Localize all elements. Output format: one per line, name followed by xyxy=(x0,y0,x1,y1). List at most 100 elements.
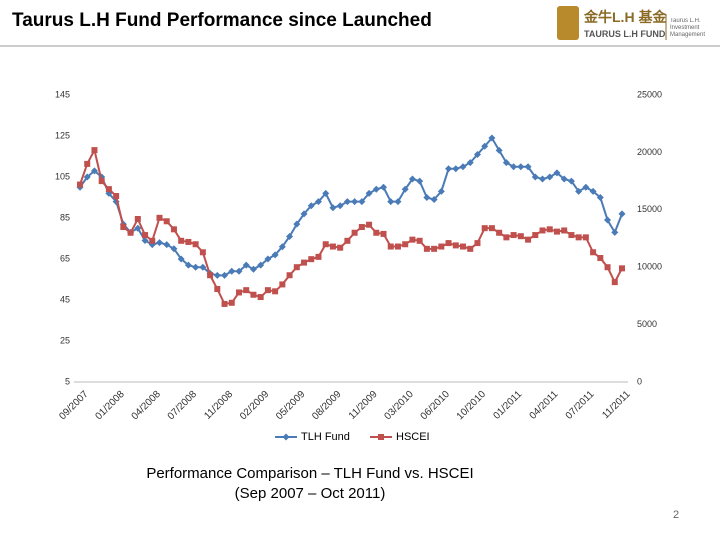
caption-line2: (Sep 2007 – Oct 2011) xyxy=(235,485,386,502)
data-point xyxy=(235,289,242,296)
data-point xyxy=(488,134,496,142)
logo-cn: 金牛L.H 基金 xyxy=(583,9,667,25)
x-tick-label: 02/2009 xyxy=(238,389,272,423)
series-line xyxy=(79,136,623,277)
y2-tick-label: 15000 xyxy=(637,204,662,214)
data-point xyxy=(445,240,452,247)
data-point xyxy=(510,163,518,171)
data-point xyxy=(553,228,560,235)
x-tick-label: 11/2008 xyxy=(202,389,235,422)
data-point xyxy=(120,224,127,231)
x-tick-label: 07/2008 xyxy=(166,389,200,423)
legend-marker xyxy=(378,434,384,440)
data-point xyxy=(437,187,445,195)
legend-label: HSCEI xyxy=(396,431,430,443)
data-point xyxy=(155,239,163,247)
data-point xyxy=(366,221,373,228)
data-point xyxy=(503,234,510,241)
data-point xyxy=(264,255,272,263)
data-point xyxy=(221,271,229,279)
data-point xyxy=(77,181,83,188)
data-point xyxy=(184,261,192,269)
data-point xyxy=(272,288,279,295)
data-point xyxy=(459,163,467,171)
data-point xyxy=(213,271,221,279)
logo-sub: Taurus L.H. Investment Management xyxy=(670,18,706,38)
x-tick-label: 03/2010 xyxy=(383,389,417,423)
data-point xyxy=(365,189,373,197)
data-point xyxy=(98,178,105,185)
data-point xyxy=(380,230,387,237)
x-tick-label: 09/2007 xyxy=(57,389,91,423)
data-point xyxy=(524,163,532,171)
data-point xyxy=(502,159,510,167)
data-point xyxy=(431,245,438,252)
data-point xyxy=(314,198,322,206)
x-tick-label: 04/2011 xyxy=(528,389,561,422)
data-point xyxy=(134,224,142,232)
y-tick-label: 145 xyxy=(55,89,70,99)
data-point xyxy=(228,267,236,275)
data-point xyxy=(423,245,430,252)
data-point xyxy=(416,177,424,185)
data-point xyxy=(401,185,409,193)
data-point xyxy=(597,255,604,262)
y2-tick-label: 5000 xyxy=(637,319,657,329)
data-point xyxy=(286,272,293,279)
series-line xyxy=(79,147,623,306)
data-point xyxy=(409,236,416,243)
logo-en: TAURUS L.H FUND xyxy=(584,29,666,39)
x-tick-label: 11/2011 xyxy=(600,389,633,422)
data-point xyxy=(589,187,597,195)
data-point xyxy=(517,163,525,171)
data-point xyxy=(170,226,177,233)
data-point xyxy=(481,225,488,232)
data-point xyxy=(611,279,618,286)
data-point xyxy=(286,232,294,240)
data-point xyxy=(619,265,625,272)
data-point xyxy=(293,264,300,271)
data-point xyxy=(539,175,547,183)
data-point xyxy=(496,229,503,236)
data-point xyxy=(300,210,308,218)
data-point xyxy=(207,272,214,279)
data-point xyxy=(351,229,358,236)
legend-marker xyxy=(282,433,290,441)
data-point xyxy=(149,237,156,244)
data-point xyxy=(141,237,149,245)
x-tick-label: 07/2011 xyxy=(564,389,597,422)
data-point xyxy=(257,261,265,269)
data-point xyxy=(199,263,207,271)
data-point xyxy=(532,232,539,239)
data-point xyxy=(380,183,388,191)
y2-tick-label: 25000 xyxy=(637,89,662,99)
data-point xyxy=(192,241,199,248)
data-point xyxy=(387,198,395,206)
data-point xyxy=(322,241,329,248)
data-point xyxy=(90,167,98,175)
data-point xyxy=(308,256,315,263)
data-point xyxy=(481,142,489,150)
data-point xyxy=(301,259,308,266)
data-point xyxy=(510,232,517,239)
data-point xyxy=(408,175,416,183)
data-point xyxy=(561,227,568,234)
x-tick-label: 05/2009 xyxy=(274,389,308,423)
y-tick-label: 25 xyxy=(60,335,70,345)
data-point xyxy=(337,244,344,251)
data-point xyxy=(423,194,431,201)
caption-line1: Performance Comparison – TLH Fund vs. HS… xyxy=(146,465,473,482)
data-point xyxy=(568,232,575,239)
data-point xyxy=(142,232,149,239)
x-tick-label: 01/2011 xyxy=(491,389,524,422)
data-point xyxy=(517,233,524,240)
data-point xyxy=(243,287,250,294)
data-point xyxy=(358,198,366,206)
data-point xyxy=(546,173,554,181)
logo-sub-box: Taurus L.H. Investment Management xyxy=(670,18,706,38)
x-tick-label: 11/2009 xyxy=(347,389,380,422)
data-point xyxy=(402,241,409,248)
data-point xyxy=(177,255,185,263)
data-point xyxy=(221,300,228,307)
